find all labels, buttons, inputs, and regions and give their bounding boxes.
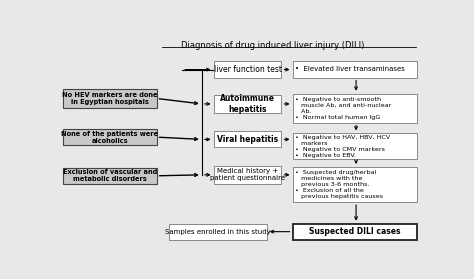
FancyBboxPatch shape: [292, 94, 418, 123]
Text: Samples enrolled in this study: Samples enrolled in this study: [165, 229, 271, 235]
Text: •  Negative to HAV, HBV, HCV
   markers
•  Negative to CMV markers
•  Negative t: • Negative to HAV, HBV, HCV markers • Ne…: [295, 135, 391, 158]
FancyBboxPatch shape: [213, 95, 282, 113]
Text: None of the patients were
alcoholics: None of the patients were alcoholics: [61, 131, 158, 144]
Text: •  Elevated liver transaminases: • Elevated liver transaminases: [295, 66, 405, 73]
Text: Suspected DILI cases: Suspected DILI cases: [309, 227, 401, 236]
Text: •  Negative to anti-smooth
   muscle Ab, and anti-nuclear
   Ab.
•  Normal total: • Negative to anti-smooth muscle Ab, and…: [295, 97, 392, 120]
Text: Autoimmune
hepatitis: Autoimmune hepatitis: [220, 94, 275, 114]
FancyBboxPatch shape: [292, 133, 418, 159]
FancyBboxPatch shape: [292, 223, 418, 240]
FancyBboxPatch shape: [169, 223, 267, 240]
FancyBboxPatch shape: [292, 167, 418, 202]
Text: •  Suspected drug/herbal
   medicines with the
   previous 3-6 months.
•  Exclus: • Suspected drug/herbal medicines with t…: [295, 170, 383, 199]
FancyBboxPatch shape: [213, 131, 282, 147]
FancyBboxPatch shape: [213, 61, 282, 78]
Text: Diagnosis of drug induced liver injury (DILI): Diagnosis of drug induced liver injury (…: [181, 41, 364, 50]
Text: Exclusion of vascular and
metabolic disorders: Exclusion of vascular and metabolic diso…: [63, 169, 157, 182]
Text: No HEV markers are done
in Egyptian hospitals: No HEV markers are done in Egyptian hosp…: [62, 92, 157, 105]
Text: Viral hepatitis: Viral hepatitis: [217, 135, 278, 144]
FancyBboxPatch shape: [63, 89, 156, 108]
FancyBboxPatch shape: [63, 129, 156, 145]
Text: Medical history +
patient questionnaire: Medical history + patient questionnaire: [210, 168, 285, 181]
Text: liver function test: liver function test: [213, 65, 282, 74]
FancyBboxPatch shape: [63, 168, 156, 184]
FancyBboxPatch shape: [292, 61, 418, 78]
FancyBboxPatch shape: [213, 166, 282, 184]
